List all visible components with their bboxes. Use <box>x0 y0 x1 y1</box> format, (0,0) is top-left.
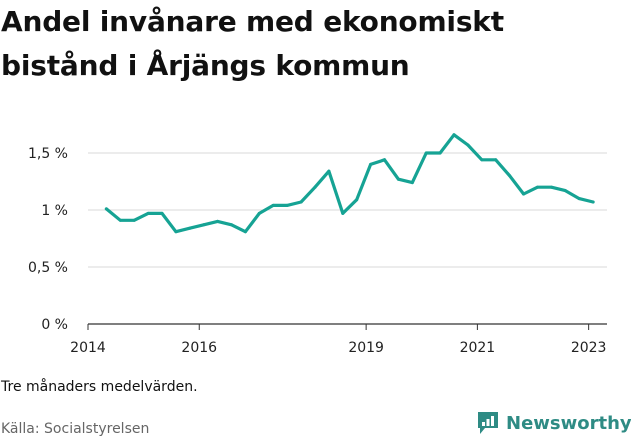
x-tick-label: 2016 <box>181 340 217 356</box>
data-point <box>563 189 567 193</box>
chart-note: Tre månaders medelvärden. <box>1 379 198 395</box>
data-point <box>494 158 498 162</box>
y-tick-label: 1,5 % <box>28 146 68 162</box>
data-point <box>146 211 150 215</box>
x-tick-label: 2019 <box>348 340 384 356</box>
x-tick-label: 2014 <box>70 340 106 356</box>
data-point <box>243 230 247 234</box>
data-point <box>202 223 206 227</box>
data-point <box>577 197 581 201</box>
y-tick-label: 1 % <box>41 203 68 219</box>
y-tick-label: 0 % <box>41 317 68 333</box>
data-point <box>508 174 512 178</box>
data-point <box>313 185 317 189</box>
data-point <box>591 200 595 204</box>
data-point <box>410 181 414 185</box>
data-point <box>285 203 289 207</box>
data-point <box>536 185 539 189</box>
newsworthy-icon <box>478 412 498 434</box>
x-tick-label: 2021 <box>460 340 496 356</box>
chart-title: Andel invånare med ekonomiskt bistånd i … <box>1 5 504 82</box>
data-point <box>522 192 526 196</box>
data-point <box>466 143 470 147</box>
data-point <box>341 211 345 215</box>
data-point <box>132 218 136 222</box>
y-axis-labels: 0 % 0,5 % 1 % 1,5 % <box>28 146 68 333</box>
data-point <box>271 203 275 207</box>
data-point <box>452 133 456 137</box>
data-point <box>355 198 359 202</box>
data-point <box>424 151 428 155</box>
data-point <box>369 162 373 166</box>
data-point <box>257 211 261 215</box>
data-point <box>327 169 331 173</box>
data-point <box>438 151 442 155</box>
source-credit: Källa: Socialstyrelsen <box>1 421 150 437</box>
data-point <box>160 211 164 215</box>
y-tick-label: 0,5 % <box>28 260 68 276</box>
data-point <box>104 207 108 211</box>
data-point <box>396 177 400 181</box>
data-point <box>549 185 553 189</box>
data-point <box>174 230 178 234</box>
series-line <box>104 133 595 234</box>
data-point <box>216 219 220 223</box>
data-point <box>230 223 233 227</box>
data-point <box>480 158 484 162</box>
brand-name: Newsworthy <box>506 412 631 434</box>
x-axis: 2014 2016 2019 2021 2023 <box>70 323 607 356</box>
data-point <box>118 218 122 222</box>
data-point <box>299 200 303 204</box>
data-point <box>383 158 386 162</box>
x-tick-label: 2023 <box>571 340 607 356</box>
data-series <box>104 133 595 234</box>
newsworthy-logo[interactable]: Newsworthy <box>476 409 631 437</box>
data-point <box>188 226 192 230</box>
